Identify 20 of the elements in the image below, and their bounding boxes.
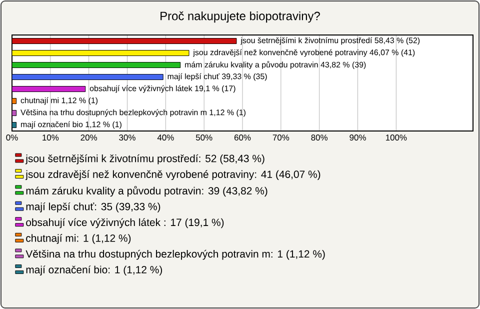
chart-title: Proč nakupujete biopotraviny? [160, 11, 320, 23]
x-tick-label: 40% [157, 134, 174, 141]
x-tick-label: 80% [311, 134, 328, 141]
legend-label: mají označení bio: 1 (1,12 %) [26, 266, 162, 276]
x-tick-label: 100% [386, 134, 407, 141]
legend-label: chutnají mi: 1 (1,12 %) [26, 234, 131, 244]
x-tick-label: 60% [234, 134, 251, 141]
legend-label: Většina na trhu dostupných bezlepkových potravin m: 1 (1,12 %) [26, 250, 325, 260]
x-tick-label: 0% [6, 134, 18, 141]
legend-label: jsou zdravější než konvenčně vyrobené potraviny: 41 (46,07 %) [25, 170, 320, 180]
x-tick-label: 30% [119, 134, 136, 141]
x-tick-label: 90% [350, 134, 366, 141]
x-tick-label: 70% [272, 134, 290, 141]
x-tick-label: 20% [80, 134, 98, 141]
legend-label: mám záruku kvality a původu potravin: 39 (43,82 %) [26, 186, 268, 197]
x-tick-label: 10% [42, 134, 59, 141]
legend-label: obsahují více výživných látek : 17 (19,1 %) [26, 218, 224, 228]
x-tick-label: 50% [196, 134, 212, 141]
legend-label: jsou šetrnějšími k životnímu prostředí: 52 (58,43 %) [25, 154, 264, 164]
legend-label: mají lepší chuť: 35 (39,33 %) [26, 202, 160, 212]
